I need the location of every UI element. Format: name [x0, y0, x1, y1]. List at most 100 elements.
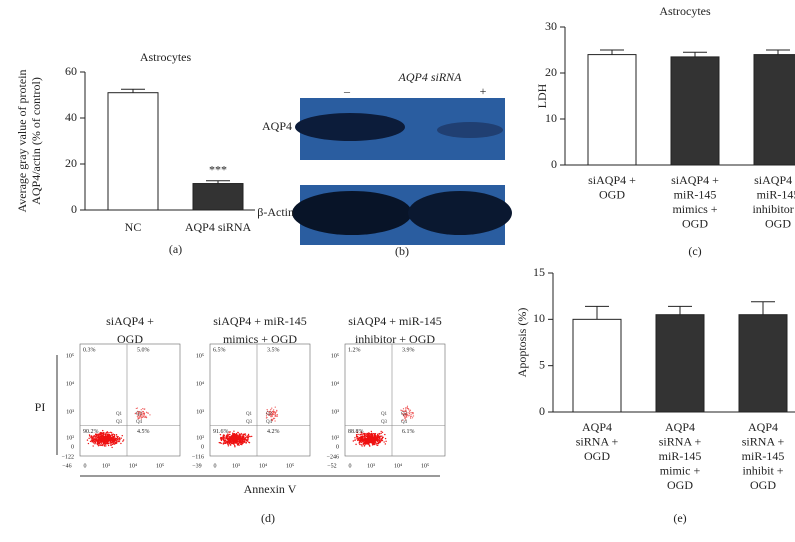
cell-dot — [112, 440, 114, 443]
cell-dot — [238, 442, 240, 445]
cell-dot — [96, 433, 98, 436]
cell-dot — [248, 441, 250, 444]
cell-dot — [104, 440, 106, 442]
cell-dot — [114, 442, 116, 444]
bar — [192, 183, 244, 211]
cell-dot — [236, 444, 239, 446]
cell-dot — [403, 413, 405, 415]
quadrant-percent: 90.2% — [83, 429, 99, 435]
cell-dot — [362, 435, 364, 437]
cell-dot — [364, 440, 367, 442]
cell-dot — [233, 430, 235, 432]
quadrant-percent: 4.5% — [137, 429, 150, 435]
cell-dot — [409, 411, 411, 414]
quadrant-percent: 3.5% — [267, 347, 280, 353]
cell-dot — [234, 434, 236, 437]
cell-dot — [223, 434, 225, 436]
cell-dot — [102, 438, 105, 440]
cell-dot — [113, 434, 116, 436]
cell-dot — [271, 419, 273, 421]
cell-dot — [115, 442, 118, 444]
cell-dot — [91, 438, 94, 440]
cell-dot — [377, 442, 380, 445]
y-tick-label: 10² — [331, 435, 339, 441]
cell-dot — [240, 438, 243, 440]
cell-dot — [359, 443, 361, 446]
cell-dot — [405, 409, 407, 411]
cell-dot — [379, 433, 381, 435]
cell-dot — [270, 411, 272, 414]
cell-dot — [115, 434, 118, 436]
y-axis-label: Apoptosis (%) — [515, 308, 529, 378]
cell-dot — [97, 433, 100, 435]
cell-dot — [274, 417, 276, 419]
cell-dot — [234, 446, 236, 448]
cell-dot — [105, 445, 107, 447]
x-tick-label: −39 — [192, 463, 201, 469]
cell-dot — [108, 431, 110, 434]
x-tick-label: AQP4 — [748, 420, 778, 434]
cell-dot — [273, 411, 275, 413]
bar — [655, 314, 705, 413]
cell-dot — [358, 439, 360, 441]
cell-dot — [99, 431, 102, 434]
cell-dot — [118, 437, 121, 439]
cell-dot — [101, 444, 103, 447]
cell-dot — [410, 413, 412, 415]
cell-dot — [241, 436, 244, 439]
quadrant-name: Q3 — [246, 420, 253, 425]
cell-dot — [111, 446, 113, 449]
cell-dot — [105, 435, 108, 438]
cell-dot — [276, 409, 278, 411]
cell-dot — [146, 412, 148, 414]
cell-dot — [138, 414, 140, 416]
cell-dot — [406, 413, 408, 415]
cell-dot — [86, 439, 89, 441]
x-tick-label: OGD — [599, 187, 625, 201]
cell-dot — [409, 414, 411, 416]
cell-dot — [384, 433, 386, 436]
cell-dot — [275, 411, 277, 413]
x-tick-label: 10⁴ — [129, 463, 137, 469]
cell-dot — [90, 438, 93, 440]
blot-band — [437, 122, 503, 138]
cell-dot — [402, 412, 404, 415]
cell-dot — [266, 416, 268, 419]
cell-dot — [363, 442, 366, 444]
x-tick-label: 10³ — [232, 463, 240, 469]
cell-dot — [116, 438, 119, 441]
y-axis-label: LDH — [535, 83, 549, 108]
panel-label: (b) — [395, 244, 409, 258]
cell-dot — [226, 435, 229, 438]
cell-dot — [380, 430, 382, 433]
cell-dot — [97, 440, 100, 442]
cell-dot — [113, 443, 115, 445]
y-tick-label: 0 — [71, 202, 77, 216]
quadrant-name: Q1 — [246, 412, 253, 417]
cell-dot — [225, 434, 228, 437]
cell-dot — [142, 411, 144, 413]
cell-dot — [406, 406, 408, 409]
cell-dot — [234, 433, 237, 436]
x-tick-label: siAQP4 + — [754, 173, 795, 187]
cell-dot — [409, 410, 411, 412]
cell-dot — [402, 415, 405, 417]
cell-dot — [219, 441, 221, 444]
cell-dot — [372, 442, 375, 444]
cell-dot — [92, 440, 94, 442]
quadrant-name: Q2 — [136, 412, 143, 417]
cell-dot — [275, 415, 277, 418]
cell-dot — [240, 434, 242, 436]
cell-dot — [95, 439, 97, 442]
blot-title: AQP4 siRNA — [398, 70, 463, 84]
cell-dot — [99, 444, 102, 446]
cell-dot — [372, 437, 374, 439]
cell-dot — [247, 439, 249, 441]
cell-dot — [408, 412, 411, 415]
x-tick-label: 0 — [214, 463, 217, 469]
x-tick-label: OGD — [750, 478, 776, 492]
cell-dot — [113, 440, 116, 442]
y-tick-label: 0 — [551, 157, 557, 171]
y-tick-label: 40 — [65, 110, 77, 124]
plot-title: siAQP4 + — [106, 314, 154, 328]
